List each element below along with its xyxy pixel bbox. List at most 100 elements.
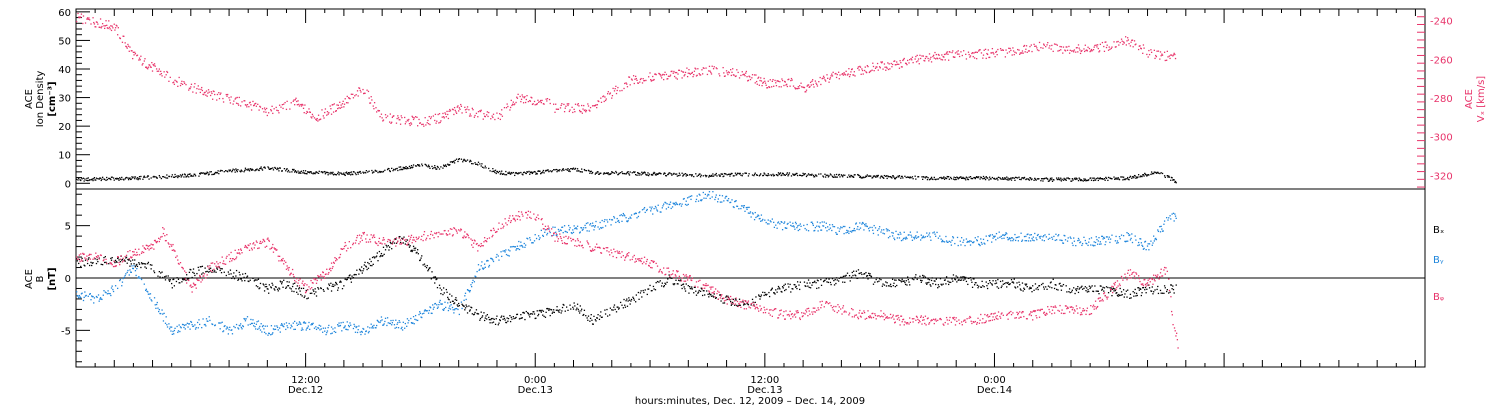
data-point bbox=[744, 210, 746, 212]
data-point bbox=[995, 282, 998, 284]
data-point bbox=[226, 170, 228, 172]
data-point bbox=[628, 76, 631, 78]
data-point bbox=[1165, 290, 1168, 293]
data-point bbox=[1022, 290, 1024, 292]
data-point bbox=[767, 80, 769, 82]
data-point bbox=[332, 111, 335, 113]
data-point bbox=[822, 75, 825, 77]
data-point bbox=[240, 278, 242, 280]
data-point bbox=[366, 89, 368, 91]
data-point bbox=[715, 194, 717, 196]
data-point bbox=[583, 109, 586, 112]
data-point bbox=[972, 241, 974, 244]
data-point bbox=[909, 58, 911, 61]
data-point bbox=[644, 289, 646, 291]
data-point bbox=[498, 322, 500, 324]
data-point bbox=[591, 225, 593, 227]
data-point bbox=[956, 177, 959, 179]
data-point bbox=[331, 332, 333, 334]
data-point bbox=[600, 97, 602, 99]
data-point bbox=[606, 308, 608, 311]
data-point bbox=[346, 278, 348, 281]
data-point bbox=[286, 100, 288, 103]
data-point bbox=[315, 291, 317, 293]
data-point bbox=[1017, 177, 1019, 179]
data-point bbox=[682, 175, 684, 177]
data-point bbox=[859, 222, 861, 224]
data-point bbox=[775, 84, 778, 87]
data-point bbox=[90, 299, 92, 301]
data-point bbox=[519, 245, 521, 247]
data-point bbox=[442, 293, 444, 296]
data-point bbox=[530, 171, 532, 173]
data-point bbox=[453, 302, 455, 305]
data-point bbox=[926, 283, 928, 285]
data-point bbox=[300, 323, 302, 325]
data-point bbox=[339, 101, 341, 103]
data-point bbox=[839, 228, 841, 230]
data-point bbox=[179, 84, 182, 87]
data-point bbox=[863, 272, 866, 275]
data-point bbox=[283, 168, 286, 170]
data-point bbox=[670, 277, 672, 279]
data-point bbox=[123, 35, 125, 37]
data-point bbox=[488, 111, 490, 114]
data-point bbox=[1169, 57, 1171, 60]
data-point bbox=[857, 269, 860, 271]
data-point bbox=[892, 232, 894, 234]
data-point bbox=[961, 177, 963, 179]
data-point bbox=[180, 176, 182, 178]
data-point bbox=[78, 177, 80, 180]
data-point bbox=[840, 226, 842, 228]
data-point bbox=[1134, 288, 1136, 291]
data-point bbox=[574, 168, 576, 170]
data-point bbox=[259, 105, 261, 108]
data-point bbox=[199, 323, 201, 326]
data-point bbox=[714, 174, 716, 176]
data-point bbox=[495, 256, 497, 258]
data-point bbox=[994, 235, 996, 237]
data-point bbox=[453, 162, 456, 164]
data-point bbox=[965, 179, 967, 181]
data-point bbox=[684, 290, 687, 292]
data-point bbox=[633, 82, 635, 85]
top-left-tick-label: 20 bbox=[58, 122, 71, 133]
data-point bbox=[625, 300, 627, 302]
data-point bbox=[883, 177, 885, 179]
data-point bbox=[535, 103, 538, 106]
data-point bbox=[529, 239, 532, 241]
data-point bbox=[794, 286, 797, 288]
data-point bbox=[664, 172, 666, 175]
data-point bbox=[469, 159, 471, 162]
data-point bbox=[506, 103, 508, 105]
data-point bbox=[1089, 177, 1091, 179]
data-point bbox=[119, 37, 121, 39]
data-point bbox=[214, 171, 217, 174]
data-point bbox=[165, 275, 167, 277]
data-point bbox=[1123, 296, 1125, 298]
data-point bbox=[355, 173, 357, 176]
data-point bbox=[448, 307, 450, 309]
data-point bbox=[729, 69, 732, 71]
data-point bbox=[701, 199, 703, 201]
data-point bbox=[750, 216, 752, 218]
data-point bbox=[740, 174, 742, 176]
data-point bbox=[406, 119, 409, 121]
data-point bbox=[444, 165, 446, 167]
data-point bbox=[470, 284, 472, 286]
data-point bbox=[583, 309, 586, 311]
data-point bbox=[991, 283, 993, 285]
data-point bbox=[933, 280, 935, 282]
data-point bbox=[442, 287, 445, 289]
data-point bbox=[721, 195, 724, 197]
data-point bbox=[609, 173, 612, 175]
data-point bbox=[142, 62, 144, 65]
data-point bbox=[449, 161, 452, 163]
data-point bbox=[652, 75, 654, 78]
data-point bbox=[911, 56, 914, 58]
data-point bbox=[205, 94, 207, 96]
data-point bbox=[219, 269, 221, 272]
data-point bbox=[481, 316, 483, 319]
data-point bbox=[189, 328, 191, 330]
data-point bbox=[1164, 287, 1166, 289]
